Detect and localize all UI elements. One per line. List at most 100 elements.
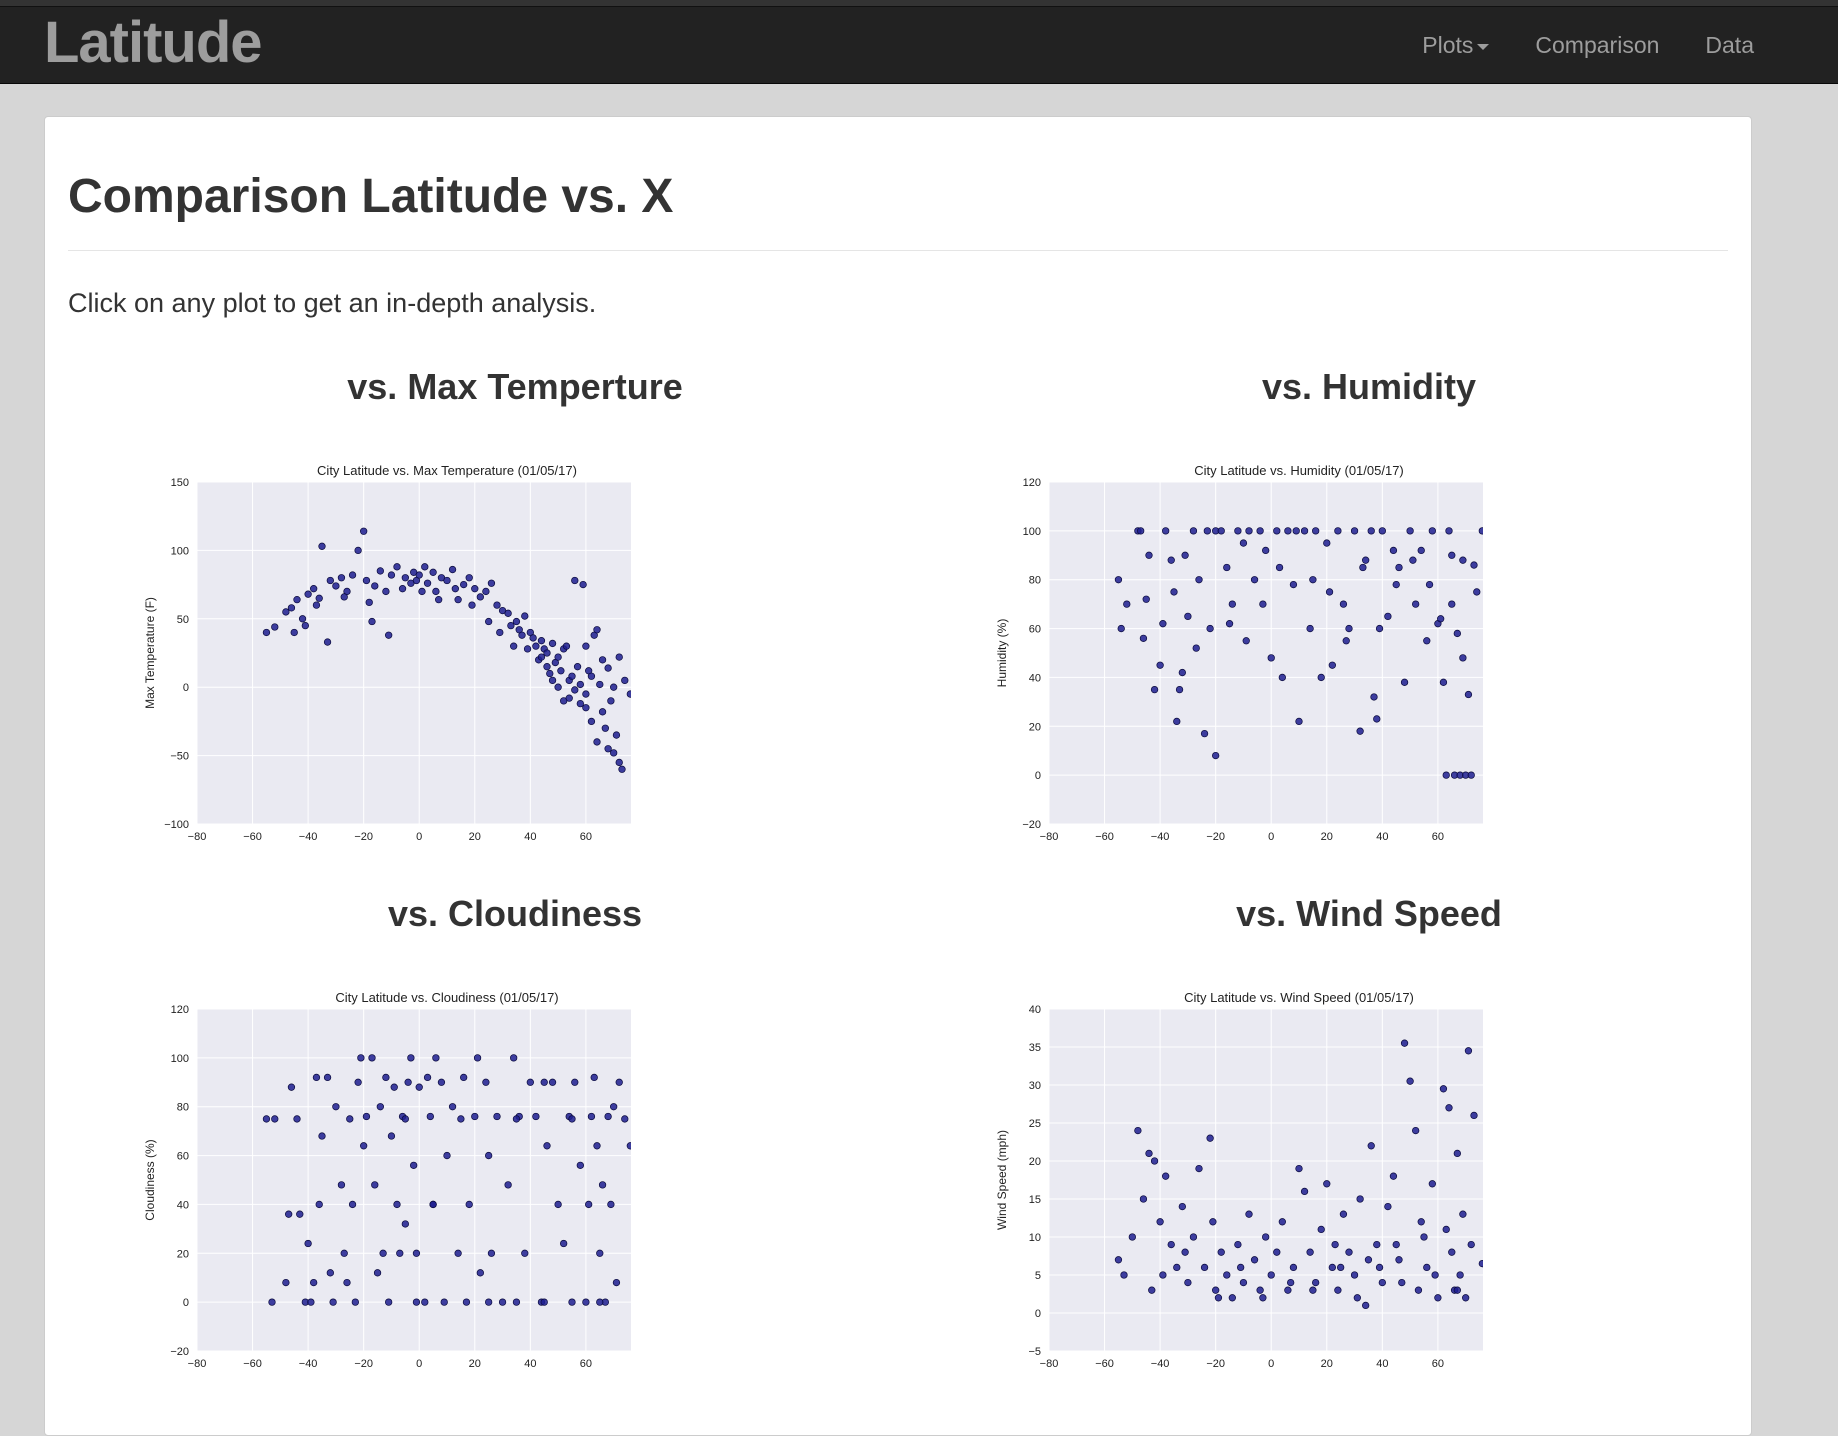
data-point [521, 1249, 529, 1257]
x-tick-label: 60 [1432, 831, 1444, 843]
data-point [1350, 527, 1359, 535]
chart-cloudiness[interactable]: −80−60−40−20020406080100−200204060801001… [91, 969, 631, 1374]
data-point [293, 1115, 301, 1123]
data-point [1398, 1278, 1406, 1287]
data-point [1181, 551, 1189, 559]
plot-area [197, 1009, 631, 1351]
data-point [1439, 1085, 1448, 1093]
nav-comparison-link[interactable]: Comparison [1535, 32, 1660, 58]
data-point [407, 1054, 415, 1062]
data-point [1464, 1047, 1473, 1055]
data-point [573, 663, 582, 671]
x-tick-label: 20 [469, 1358, 481, 1370]
x-tick-label: 0 [416, 1358, 422, 1370]
data-point [543, 1142, 551, 1150]
data-point [443, 576, 451, 585]
data-point [382, 587, 390, 596]
data-point [376, 567, 384, 575]
data-point [554, 653, 562, 661]
data-point [1448, 600, 1456, 608]
data-point [1428, 527, 1436, 535]
data-point [440, 1298, 448, 1306]
chart-svg: −80−60−40−20020406080100−200204060801001… [995, 463, 1483, 843]
data-point [1470, 1111, 1478, 1120]
data-point [448, 565, 457, 574]
data-point [1462, 1294, 1470, 1302]
data-point [271, 623, 279, 631]
data-point [1162, 527, 1170, 535]
data-point [618, 765, 626, 773]
data-point [368, 617, 376, 626]
data-point [1189, 527, 1198, 535]
data-point [1375, 1263, 1384, 1272]
data-point [421, 563, 429, 571]
plot-heading-max-temp: vs. Max Temperture [347, 366, 683, 407]
data-point [1356, 1195, 1364, 1203]
data-point [1289, 1263, 1298, 1272]
data-point [1378, 1278, 1386, 1287]
data-point [1139, 634, 1148, 642]
data-point [293, 595, 301, 604]
data-point [1148, 1286, 1156, 1294]
data-point [568, 672, 576, 680]
data-point [571, 1078, 579, 1086]
chart-wind-speed[interactable]: −80−60−40−20020406080100−505101520253035… [943, 969, 1483, 1374]
data-point [626, 1142, 631, 1150]
data-point [262, 1115, 271, 1123]
data-point [1389, 1172, 1398, 1180]
chart-max-temp[interactable]: −80−60−40−20020406080100−100−50050100150… [91, 442, 631, 847]
data-point [1448, 1248, 1456, 1256]
y-tick-label: −50 [170, 751, 189, 763]
data-point [393, 563, 401, 571]
data-point [1300, 527, 1309, 535]
data-point [554, 683, 562, 691]
y-axis-label: Wind Speed (mph) [995, 1130, 1009, 1230]
data-point [1173, 717, 1181, 726]
data-point [401, 574, 409, 582]
data-point [1239, 1278, 1248, 1287]
data-point [485, 1298, 493, 1306]
x-tick-label: −60 [1095, 1358, 1114, 1370]
y-tick-label: 100 [1023, 526, 1041, 538]
data-point [1295, 717, 1303, 726]
data-point [526, 1078, 534, 1086]
x-tick-label: −80 [1040, 831, 1059, 843]
y-tick-label: 10 [1029, 1232, 1041, 1244]
data-point [590, 1073, 598, 1082]
x-tick-label: −80 [188, 1358, 207, 1370]
data-point [1225, 620, 1234, 628]
data-point [1464, 690, 1473, 699]
x-tick-label: 0 [1268, 1358, 1274, 1370]
data-point [1423, 637, 1431, 645]
data-point [1353, 1294, 1361, 1302]
data-point [1245, 527, 1253, 535]
brand-logo[interactable]: Latitude [44, 10, 263, 75]
data-point [326, 576, 334, 585]
data-point [340, 1249, 348, 1257]
nav-plots-dropdown[interactable]: Plots [1422, 28, 1490, 62]
data-point [1259, 1294, 1267, 1302]
data-point [1206, 624, 1214, 633]
chart-humidity[interactable]: −80−60−40−20020406080100−200204060801001… [943, 442, 1483, 847]
nav-data-link[interactable]: Data [1705, 32, 1754, 58]
data-point [285, 1210, 293, 1218]
data-point [1150, 1157, 1159, 1165]
data-point [604, 1112, 612, 1121]
data-point [543, 663, 551, 671]
data-point [360, 1142, 368, 1150]
y-tick-label: 150 [171, 477, 189, 489]
data-point [1395, 1256, 1403, 1264]
data-point [1448, 551, 1456, 559]
chevron-down-icon [1477, 43, 1490, 50]
data-point [443, 1151, 451, 1160]
data-point [1392, 580, 1400, 589]
data-point [554, 1200, 562, 1209]
data-point [512, 617, 521, 626]
y-tick-label: 40 [1029, 1004, 1041, 1016]
data-point [1114, 1256, 1123, 1264]
data-point [1317, 1225, 1325, 1234]
x-tick-label: −60 [243, 831, 262, 843]
data-point [1339, 1210, 1348, 1218]
data-point [1420, 1233, 1428, 1241]
data-point [1114, 576, 1123, 584]
